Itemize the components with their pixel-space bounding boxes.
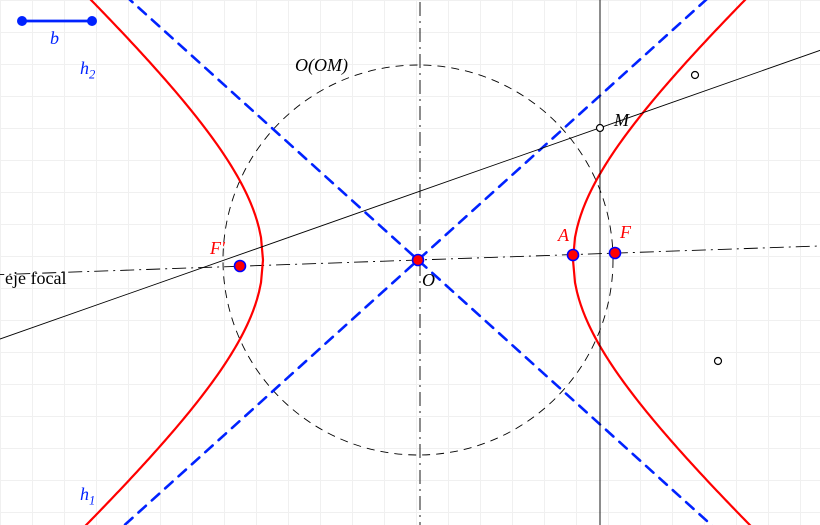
- circle-om: [223, 65, 613, 455]
- label-h1: h1: [80, 484, 95, 509]
- label-h2-text: h: [80, 58, 89, 78]
- label-m: M: [614, 110, 629, 131]
- diagram-svg: [0, 0, 820, 525]
- focal-axis: [0, 225, 820, 295]
- label-eje-focal: eje focal: [5, 268, 66, 289]
- hyperbola-curves: [0, 0, 820, 525]
- label-circle-om: O(OM): [295, 55, 348, 76]
- label-o: O: [422, 270, 435, 291]
- label-b: b: [50, 28, 59, 49]
- slider-b[interactable]: [17, 16, 97, 26]
- asymptotes: [0, 0, 820, 525]
- marked-points: [235, 72, 722, 365]
- label-a: A: [558, 225, 569, 246]
- label-h2: h2: [80, 58, 95, 83]
- label-h2-sub: 2: [89, 68, 95, 82]
- label-f: F: [620, 222, 631, 243]
- label-f-prime: F′: [210, 238, 225, 259]
- tangent-lines: [0, 0, 820, 525]
- label-h1-text: h: [80, 484, 89, 504]
- background-grid: [0, 0, 820, 525]
- label-h1-sub: 1: [89, 494, 95, 508]
